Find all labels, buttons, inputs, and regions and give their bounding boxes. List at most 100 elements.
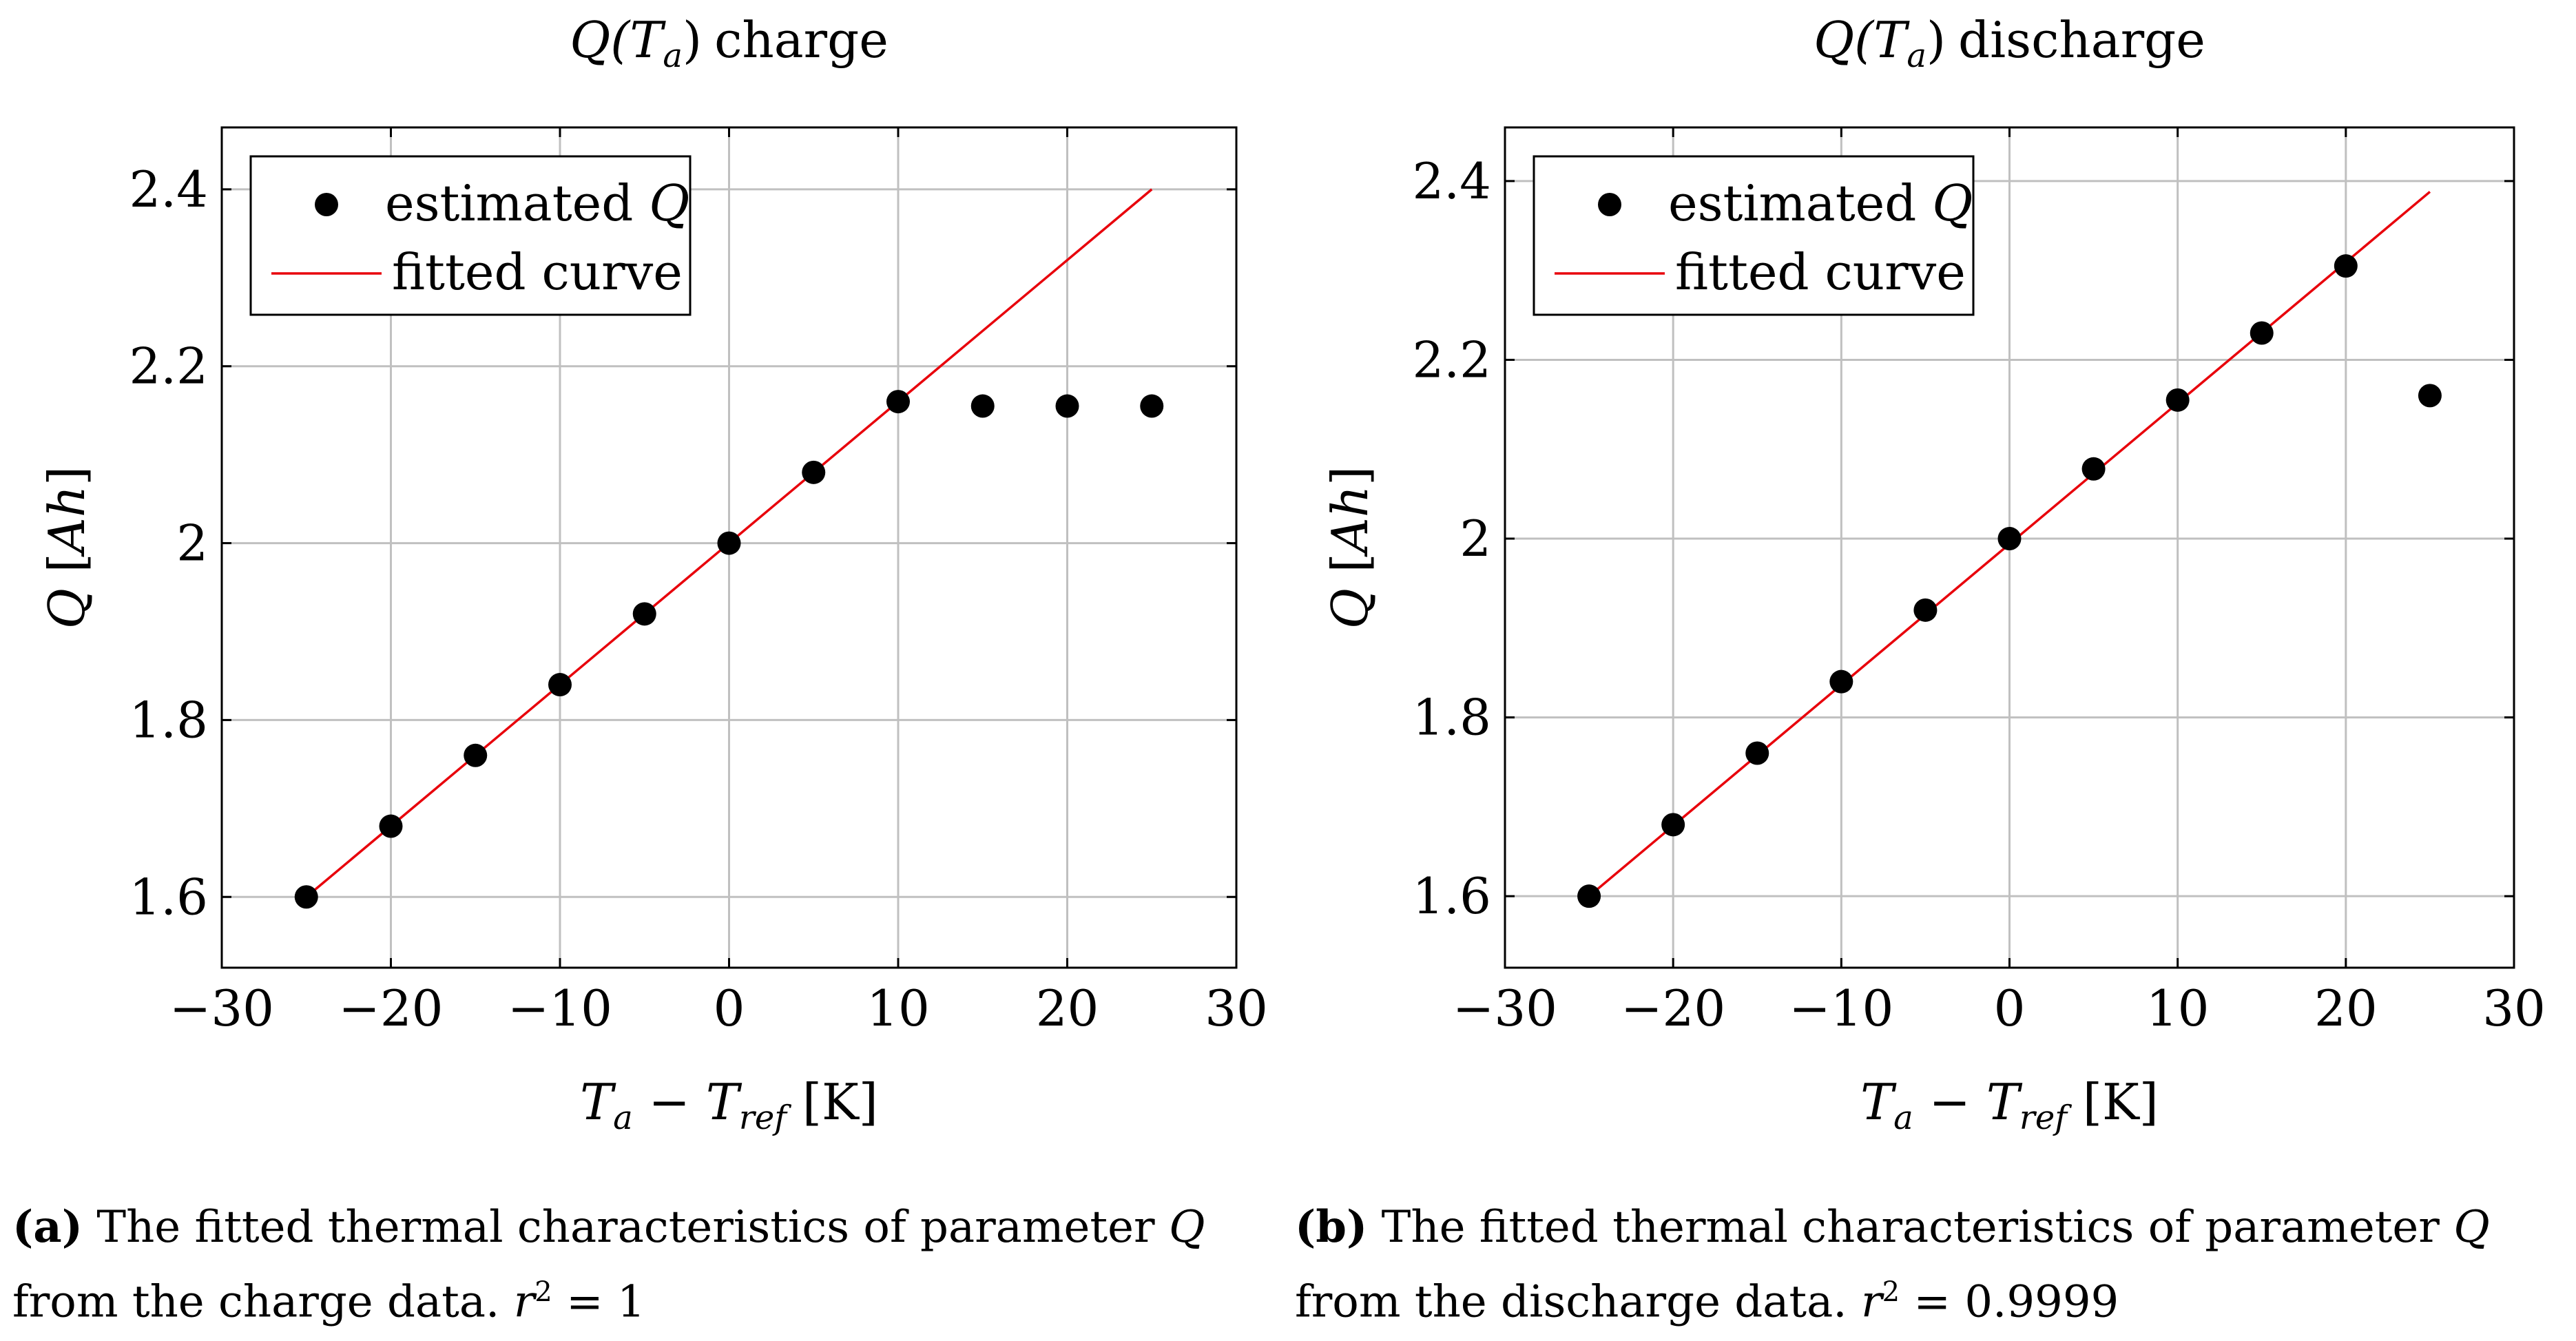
title-t: T — [1873, 11, 1910, 69]
title-close: ) — [683, 11, 702, 69]
caption-b-eq: = 0.9999 — [1900, 1276, 2119, 1328]
x-tick-label: 10 — [2146, 979, 2210, 1037]
caption-b-sym: Q — [2453, 1202, 2490, 1253]
x-axis-label: Ta − Tref [K] — [580, 1073, 878, 1137]
axis-ticks: −30 −20 −10 0 10 20 30 1.6 1.8 2 2.2 2.4 — [129, 127, 1268, 1037]
caption-a-text1: The fitted thermal characteristics of pa… — [83, 1202, 1169, 1253]
xlabel-t1: T — [1860, 1073, 1897, 1131]
legend-label-estimated: estimated Q — [385, 174, 689, 232]
xlabel-t1: T — [580, 1073, 616, 1131]
xlabel-t2: T — [1986, 1073, 2023, 1131]
caption-a-label: (a) — [12, 1201, 83, 1253]
x-tick-label: −10 — [1789, 979, 1893, 1037]
data-point — [548, 673, 572, 697]
data-point — [379, 814, 403, 838]
data-point — [970, 394, 995, 418]
data-point — [294, 885, 318, 909]
data-point — [717, 531, 741, 555]
y-tick-label: 2 — [176, 514, 208, 572]
title-q: Q( — [1814, 11, 1875, 69]
legend-label-estimated: estimated Q — [1668, 174, 1973, 232]
caption-a-r: r — [513, 1276, 535, 1328]
caption-b-r: r — [1860, 1276, 1882, 1328]
y-axis-label: Q [Ah] — [38, 466, 96, 629]
data-marks — [1577, 191, 2442, 908]
chart-charge: −30 −20 −10 0 10 20 301.61.822.22.4 Q(Ta) charg… — [38, 11, 1268, 1137]
x-tick-label: 0 — [714, 979, 745, 1037]
ylabel-unit: Ah — [1321, 486, 1379, 557]
chart-title: Q(Ta) discharge — [1814, 11, 2205, 75]
data-point — [1661, 813, 1685, 837]
data-point — [1577, 884, 1601, 908]
caption-a-exp: 2 — [534, 1276, 552, 1308]
caption-b: (b) The fitted thermal characteristics o… — [1295, 1195, 2576, 1334]
data-point — [1997, 527, 2022, 551]
x-tick-label: 0 — [1994, 979, 2026, 1037]
data-marks — [294, 188, 1164, 909]
data-point — [1745, 741, 1769, 765]
xlabel-minus: − — [1913, 1073, 1986, 1131]
caption-a-sym: Q — [1168, 1202, 1205, 1253]
legend: estimated Q fitted curve — [1533, 155, 1975, 316]
x-tick-label: −30 — [1453, 979, 1557, 1037]
y-tick-label: 2.4 — [129, 160, 208, 218]
x-tick-label: −20 — [339, 979, 444, 1037]
ylabel-close: ] — [38, 466, 96, 486]
legend-box — [1533, 155, 1975, 316]
data-point — [2165, 388, 2190, 412]
legend: estimated Q fitted curve — [249, 155, 692, 316]
ylabel-open: [ — [38, 553, 96, 588]
caption-b-label: (b) — [1295, 1201, 1368, 1253]
x-tick-label: −10 — [508, 979, 612, 1037]
data-point — [2081, 457, 2106, 481]
x-tick-label: −20 — [1621, 979, 1725, 1037]
data-point — [2250, 321, 2274, 345]
y-tick-label: 2.2 — [1412, 331, 1491, 388]
xlabel-sub2: ref — [2019, 1099, 2072, 1137]
y-tick-label: 1.6 — [1412, 867, 1491, 925]
legend-est-prefix: estimated — [1668, 174, 1932, 232]
xlabel-sub2: ref — [739, 1099, 791, 1137]
y-tick-label: 1.6 — [129, 868, 208, 926]
title-word: discharge — [1958, 11, 2205, 69]
legend-est-sym: Q — [649, 174, 689, 232]
chart-discharge: −30 −20 −10 0 10 20 301.61.822.22.4 Q(Ta) disch… — [1321, 11, 2546, 1137]
title-close: ) — [1926, 11, 1946, 69]
caption-b-text2: from the discharge data. — [1295, 1276, 1861, 1328]
ylabel-close: ] — [1321, 466, 1379, 486]
data-point — [464, 743, 488, 767]
y-tick-label: 2.4 — [1412, 152, 1491, 210]
x-tick-label: −30 — [169, 979, 274, 1037]
caption-a-text2: from the charge data. — [12, 1276, 514, 1328]
title-sub: a — [1907, 37, 1926, 75]
ylabel-q: Q — [1321, 588, 1379, 629]
y-tick-label: 2 — [1460, 510, 1491, 568]
title-t: T — [630, 11, 666, 69]
title-word: charge — [714, 11, 889, 69]
ylabel-q: Q — [38, 588, 96, 629]
xlabel-sub1: a — [1893, 1099, 1913, 1137]
xlabel-unit: [K] — [2067, 1073, 2159, 1131]
legend-box — [249, 155, 692, 316]
ylabel-open: [ — [1321, 553, 1379, 588]
x-tick-label: 20 — [1036, 979, 1099, 1037]
legend-dot-icon — [1598, 193, 1621, 216]
chart-title: Q(Ta) charge — [570, 11, 889, 75]
x-tick-label: 30 — [2482, 979, 2546, 1037]
xlabel-unit: [K] — [787, 1073, 878, 1131]
legend-label-fitted: fitted curve — [392, 243, 683, 301]
legend-est-prefix: estimated — [385, 174, 649, 232]
data-point — [886, 390, 910, 414]
caption-a: (a) The fitted thermal characteristics o… — [12, 1195, 1294, 1334]
y-tick-label: 2.2 — [129, 337, 208, 395]
data-point — [632, 602, 656, 626]
y-tick-label: 1.8 — [1412, 689, 1491, 747]
title-sub: a — [663, 37, 683, 75]
x-tick-label: 20 — [2314, 979, 2378, 1037]
data-point — [1913, 598, 1938, 622]
title-q: Q( — [570, 11, 631, 69]
caption-b-exp: 2 — [1882, 1276, 1900, 1308]
y-tick-label: 1.8 — [129, 691, 208, 749]
legend-label-fitted: fitted curve — [1675, 243, 1966, 301]
